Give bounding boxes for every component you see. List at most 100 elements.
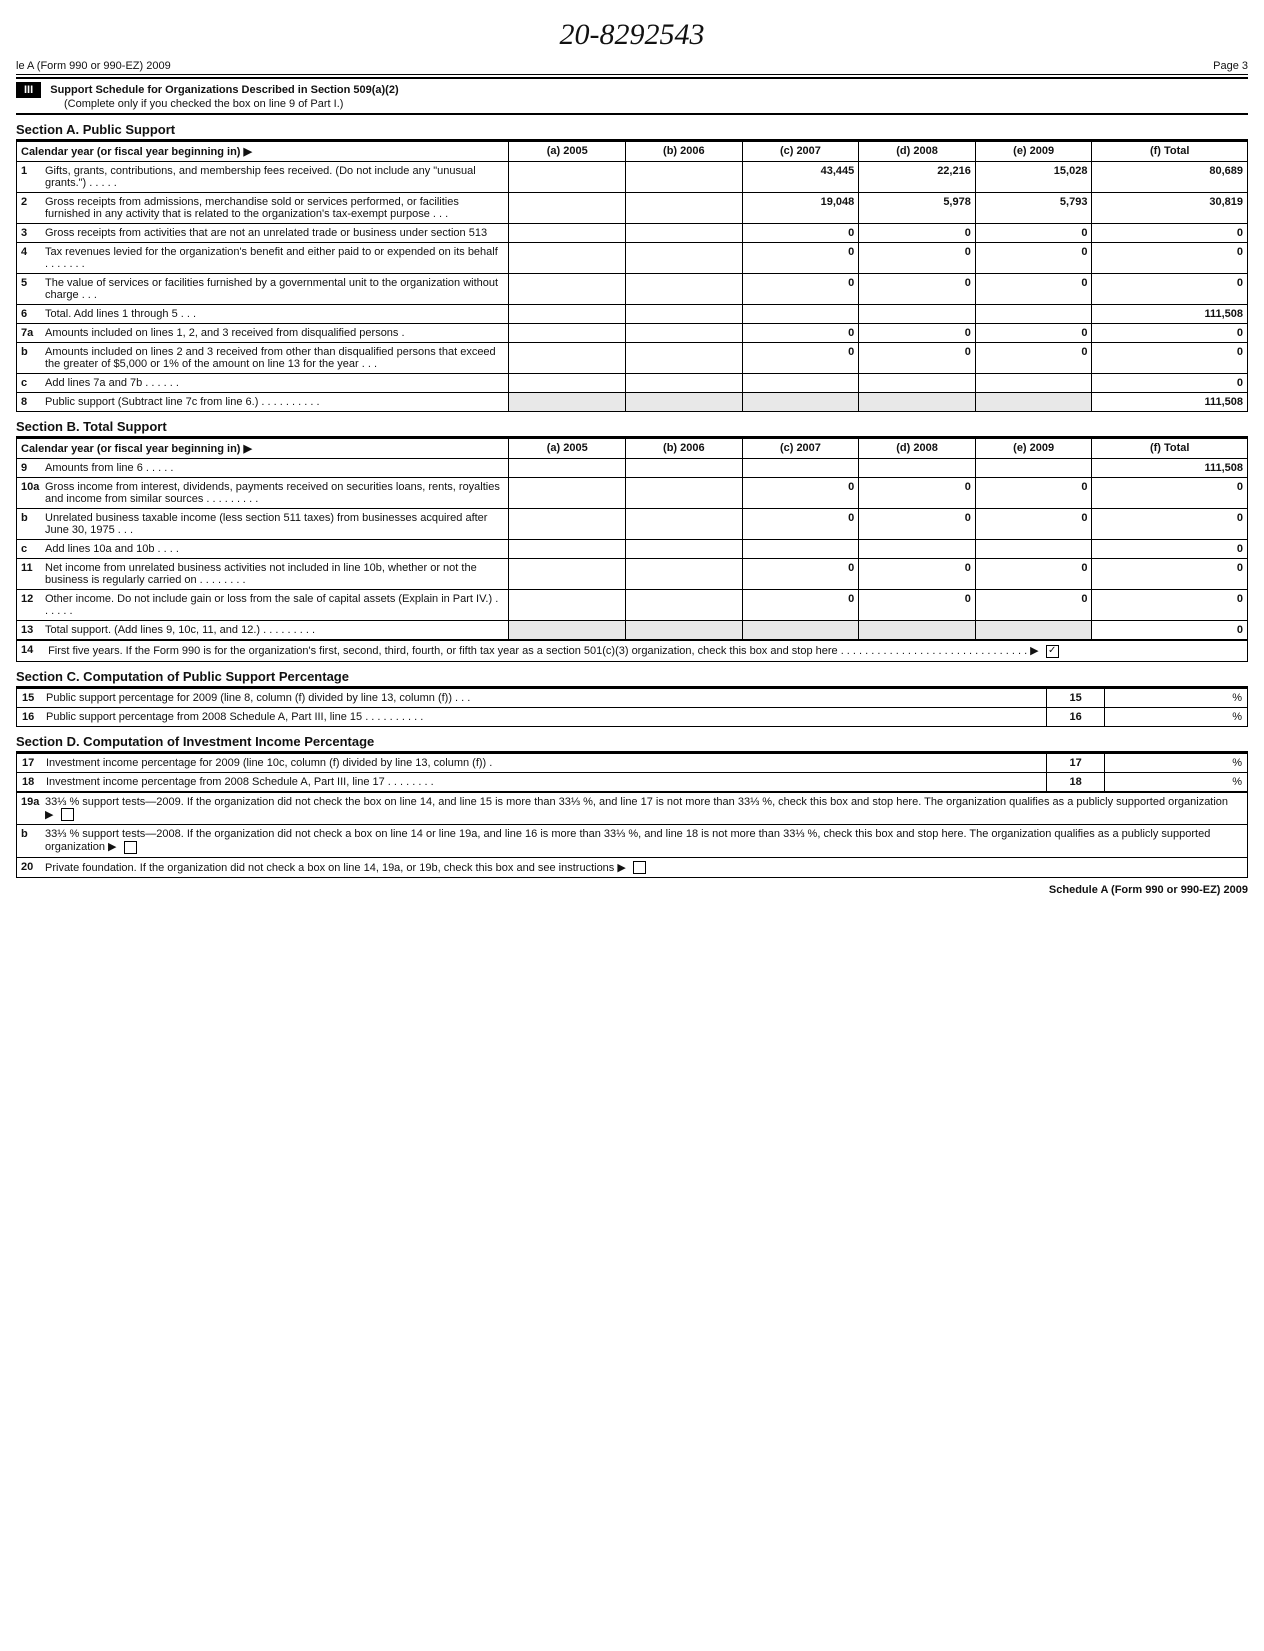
table-cell — [859, 540, 976, 559]
table-cell: 111,508 — [1092, 305, 1248, 324]
table-cell: 0 — [742, 274, 859, 305]
table-cell: 0 — [1092, 324, 1248, 343]
row-desc: Amounts included on lines 2 and 3 receiv… — [45, 346, 500, 370]
table-cell: 0 — [975, 224, 1092, 243]
table-cell — [626, 343, 743, 374]
table-cell: 0 — [742, 343, 859, 374]
table-cell: 0 — [859, 274, 976, 305]
col-year-header: (b) 2006 — [626, 439, 743, 459]
table-cell: 0 — [1092, 559, 1248, 590]
table-cell — [626, 374, 743, 393]
table-row: 10aGross income from interest, dividends… — [17, 478, 1248, 509]
row-number: 12 — [21, 593, 45, 605]
part-subtitle: (Complete only if you checked the box on… — [64, 98, 343, 110]
table-header-row: Calendar year (or fiscal year beginning … — [17, 439, 1248, 459]
test-checkbox[interactable] — [633, 861, 646, 874]
table-cell: 30,819 — [1092, 193, 1248, 224]
row-number: 9 — [21, 462, 45, 474]
test-row: 20Private foundation. If the organizatio… — [17, 857, 1248, 878]
table-cell — [626, 509, 743, 540]
test-checkbox[interactable] — [124, 841, 137, 854]
table-cell: 5,978 — [859, 193, 976, 224]
row-number: 11 — [21, 562, 45, 574]
table-cell: 0 — [1092, 343, 1248, 374]
table-cell: 0 — [975, 343, 1092, 374]
table-cell: 0 — [975, 478, 1092, 509]
col-year-header: (e) 2009 — [975, 142, 1092, 162]
pct-value: % — [1105, 772, 1248, 791]
table-cell: 0 — [859, 324, 976, 343]
table-cell — [626, 540, 743, 559]
row-number: 10a — [21, 481, 45, 493]
table-cell: 0 — [975, 324, 1092, 343]
table-cell: 0 — [859, 559, 976, 590]
section-c-table: 15Public support percentage for 2009 (li… — [16, 688, 1248, 727]
table-row: 2Gross receipts from admissions, merchan… — [17, 193, 1248, 224]
table-cell: 0 — [1092, 374, 1248, 393]
line14-checkbox[interactable]: ✓ — [1046, 645, 1059, 658]
table-cell: 0 — [742, 590, 859, 621]
row-desc: Amounts included on lines 1, 2, and 3 re… — [45, 327, 500, 339]
table-cell: 111,508 — [1092, 393, 1248, 412]
table-cell — [742, 621, 859, 640]
table-cell — [509, 509, 626, 540]
table-cell: 0 — [742, 478, 859, 509]
col-year-header: (a) 2005 — [509, 439, 626, 459]
table-cell — [626, 478, 743, 509]
table-cell — [975, 621, 1092, 640]
table-cell — [509, 243, 626, 274]
row-desc: Gifts, grants, contributions, and member… — [45, 165, 500, 189]
tests-table: 19a33⅓ % support tests—2009. If the orga… — [16, 792, 1248, 879]
test-text: 33⅓ % support tests—2008. If the organiz… — [45, 828, 1239, 854]
table-cell — [975, 374, 1092, 393]
section-d-table: 17Investment income percentage for 2009 … — [16, 753, 1248, 792]
table-row: cAdd lines 7a and 7b . . . . . .0 — [17, 374, 1248, 393]
row-number: 16 — [22, 711, 46, 723]
test-row: 19a33⅓ % support tests—2009. If the orga… — [17, 792, 1248, 825]
row-desc: Tax revenues levied for the organization… — [45, 246, 500, 270]
table-cell: 0 — [859, 243, 976, 274]
table-cell: 0 — [859, 590, 976, 621]
table-cell: 111,508 — [1092, 459, 1248, 478]
row-number: c — [21, 543, 45, 555]
table-cell — [626, 274, 743, 305]
row-desc: Total. Add lines 1 through 5 . . . — [45, 308, 500, 320]
table-row: 9Amounts from line 6 . . . . .111,508 — [17, 459, 1248, 478]
table-cell — [626, 162, 743, 193]
table-row: bAmounts included on lines 2 and 3 recei… — [17, 343, 1248, 374]
table-cell: 0 — [1092, 224, 1248, 243]
table-cell: 0 — [859, 224, 976, 243]
table-cell — [742, 459, 859, 478]
table-row: 12Other income. Do not include gain or l… — [17, 590, 1248, 621]
col-year-header: (c) 2007 — [742, 142, 859, 162]
line-14-table: 14 First five years. If the Form 990 is … — [16, 640, 1248, 662]
line-number-box: 16 — [1046, 707, 1105, 726]
col-year-header: (c) 2007 — [742, 439, 859, 459]
table-cell: 0 — [742, 559, 859, 590]
table-cell: 0 — [1092, 509, 1248, 540]
table-cell — [626, 621, 743, 640]
table-cell — [975, 540, 1092, 559]
row-number: 4 — [21, 246, 45, 258]
row-label: Public support percentage from 2008 Sche… — [46, 711, 1037, 723]
test-checkbox[interactable] — [61, 808, 74, 821]
row-desc: Unrelated business taxable income (less … — [45, 512, 500, 536]
row-number: 15 — [22, 692, 46, 704]
col-desc-header: Calendar year (or fiscal year beginning … — [17, 439, 509, 459]
table-cell: 0 — [975, 243, 1092, 274]
row-number: 1 — [21, 165, 45, 177]
col-year-header: (b) 2006 — [626, 142, 743, 162]
table-cell: 0 — [975, 559, 1092, 590]
table-cell — [626, 559, 743, 590]
row-desc: Add lines 7a and 7b . . . . . . — [45, 377, 500, 389]
table-cell: 0 — [1092, 621, 1248, 640]
table-cell: 0 — [742, 324, 859, 343]
row-number: 7a — [21, 327, 45, 339]
table-row: 5The value of services or facilities fur… — [17, 274, 1248, 305]
row-desc: Net income from unrelated business activ… — [45, 562, 500, 586]
table-cell — [509, 540, 626, 559]
row-desc: Other income. Do not include gain or los… — [45, 593, 500, 617]
section-c-heading: Section C. Computation of Public Support… — [16, 666, 1248, 688]
table-cell — [859, 393, 976, 412]
table-cell: 0 — [742, 509, 859, 540]
